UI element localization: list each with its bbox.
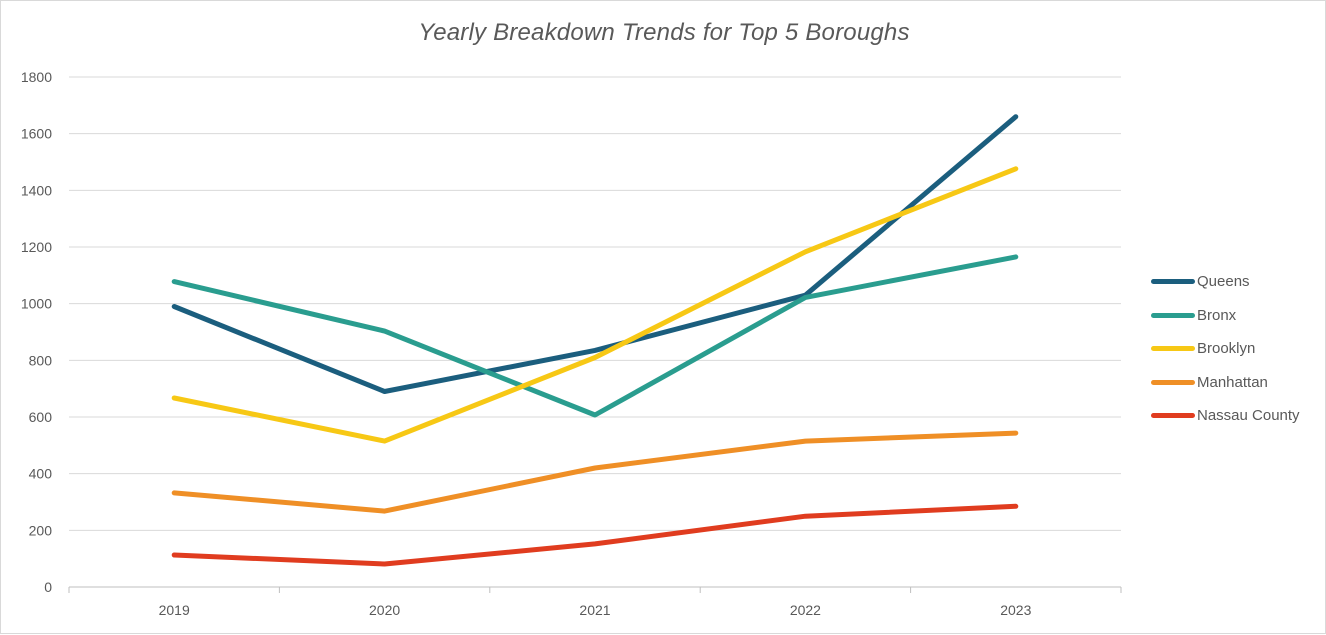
series-line-manhattan — [171, 430, 1019, 514]
y-tick-label: 1400 — [21, 182, 52, 198]
y-tick-label: 1000 — [21, 296, 52, 312]
y-tick-label: 200 — [29, 522, 53, 538]
y-tick-label: 0 — [44, 579, 52, 595]
legend-label: Bronx — [1197, 306, 1237, 324]
series-line-nassau-county — [171, 503, 1019, 567]
x-tick-label: 2022 — [790, 602, 821, 618]
legend: Queens Bronx Brooklyn Manhattan Nassau Count… — [1151, 265, 1321, 433]
x-tick-label: 2023 — [1000, 602, 1031, 618]
legend-item: Queens — [1151, 265, 1321, 299]
legend-swatch — [1151, 312, 1195, 318]
y-tick-label: 1800 — [21, 69, 52, 85]
legend-label: Manhattan — [1197, 373, 1268, 391]
y-tick-label: 400 — [29, 466, 53, 482]
legend-item: Nassau County — [1151, 399, 1321, 433]
legend-swatch — [1151, 346, 1195, 352]
series-line-queens — [171, 114, 1019, 394]
legend-swatch — [1151, 379, 1195, 385]
chart-title: Yearly Breakdown Trends for Top 5 Boroug… — [418, 19, 910, 46]
legend-label: Nassau County — [1197, 407, 1300, 425]
legend-swatch — [1151, 279, 1195, 285]
y-tick-label: 800 — [29, 352, 53, 368]
series-lines — [171, 114, 1019, 567]
legend-swatch — [1151, 413, 1195, 419]
x-tick-label: 2021 — [579, 602, 610, 618]
series-line-brooklyn — [171, 166, 1019, 444]
legend-label: Brooklyn — [1197, 340, 1256, 358]
axes: 0 200 400 600 800 1000 1200 1400 1600 1800 2019 202… — [21, 69, 1122, 618]
legend-label: Queens — [1197, 273, 1250, 291]
y-tick-label: 1200 — [21, 239, 52, 255]
gridlines — [69, 76, 1121, 531]
legend-item: Bronx — [1151, 299, 1321, 333]
legend-item: Manhattan — [1151, 366, 1321, 400]
y-tick-label: 600 — [29, 409, 53, 425]
series-line-bronx — [171, 254, 1019, 418]
x-tick-label: 2019 — [159, 602, 190, 618]
legend-item: Brooklyn — [1151, 332, 1321, 366]
y-tick-label: 1600 — [21, 126, 52, 142]
x-tick-label: 2020 — [369, 602, 400, 618]
